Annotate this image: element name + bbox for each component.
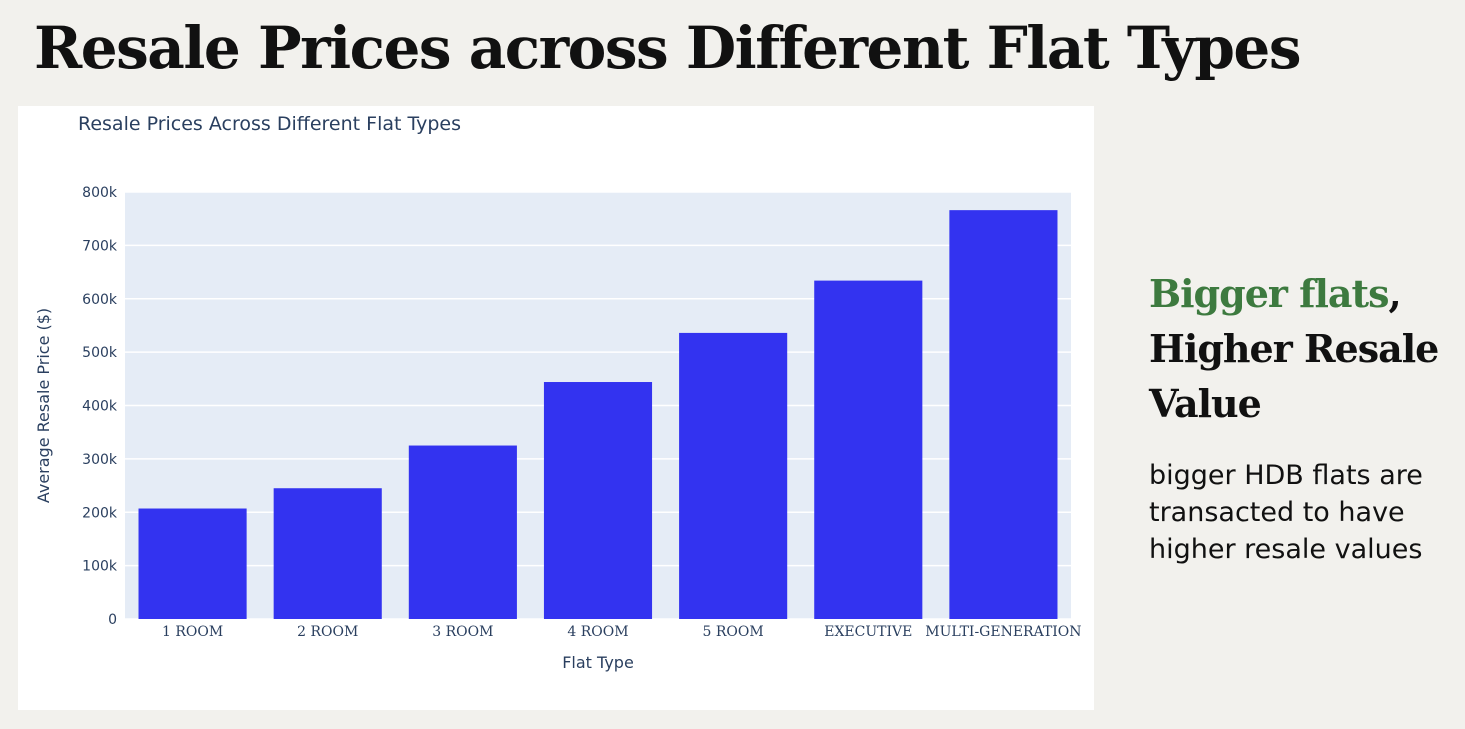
chart-title: Resale Prices Across Different Flat Type… [78, 113, 461, 135]
callout-body: bigger HDB flats are transacted to have … [1149, 460, 1423, 565]
y-tick-label: 100k [82, 559, 118, 575]
y-tick-label: 200k [82, 505, 118, 521]
y-tick-label: 300k [82, 452, 118, 468]
x-tick-label: 3 ROOM [432, 624, 493, 640]
bar-chart: Resale Prices Across Different Flat Type… [34, 113, 1082, 672]
y-tick-label: 400k [82, 399, 118, 415]
x-axis-title: Flat Type [562, 653, 634, 672]
callout-heading-rest: Higher Resale Value [1149, 326, 1439, 426]
x-tick-label: MULTI-GENERATION [925, 624, 1081, 640]
bar [543, 382, 653, 619]
x-tick-label: 2 ROOM [297, 624, 358, 640]
x-tick-label: 4 ROOM [567, 624, 628, 640]
callout-heading: Bigger flats, Higher Resale Value [1149, 266, 1449, 431]
slide-title: Resale Prices across Different Flat Type… [34, 14, 1302, 82]
side-callout: Bigger flats, Higher Resale Value bigger … [1149, 266, 1449, 568]
y-tick-label: 0 [108, 612, 117, 628]
y-tick-label: 800k [82, 185, 118, 201]
y-tick-label: 600k [82, 292, 118, 308]
callout-heading-accent: Bigger flats [1149, 271, 1389, 316]
bar [273, 488, 382, 619]
bar [814, 280, 923, 619]
bar [679, 332, 788, 619]
bars [138, 210, 1058, 619]
x-tick-label: 5 ROOM [703, 624, 764, 640]
y-tick-label: 500k [82, 345, 118, 361]
y-axis-title: Average Resale Price ($) [34, 308, 53, 503]
y-axis-ticks: 0 100k 200k 300k 400k 500k 600k 700k 800k [82, 185, 118, 628]
x-axis-ticks: 1 ROOM 2 ROOM 3 ROOM 4 ROOM 5 ROOM EXECUTIVE M… [162, 624, 1082, 640]
x-tick-label: 1 ROOM [162, 624, 223, 640]
x-tick-label: EXECUTIVE [824, 624, 912, 640]
bar [949, 210, 1058, 619]
callout-heading-comma: , [1388, 271, 1401, 316]
bar [138, 508, 247, 619]
y-tick-label: 700k [82, 238, 118, 254]
bar [408, 445, 517, 619]
chart-panel: Resale Prices Across Different Flat Type… [18, 106, 1094, 710]
